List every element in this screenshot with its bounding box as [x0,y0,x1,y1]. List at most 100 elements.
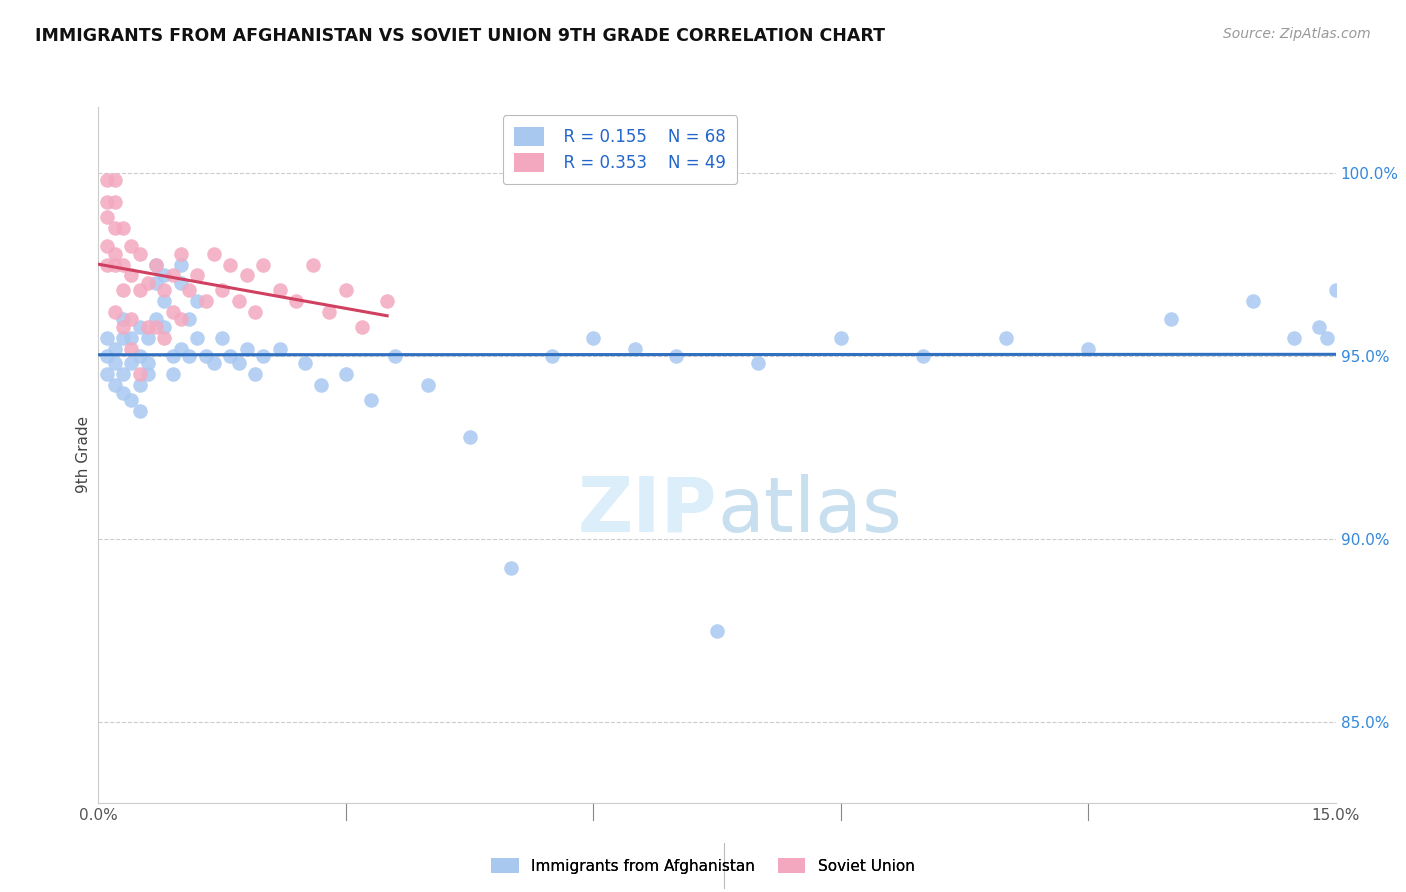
Point [418,378,440,392]
Point [228,356,250,370]
Point [318,305,340,319]
Point [96,210,118,224]
Point [384,349,406,363]
Point [830,331,852,345]
Legend:   R = 0.155    N = 68,   R = 0.353    N = 49: R = 0.155 N = 68, R = 0.353 N = 49 [503,115,737,184]
Point [96,368,118,382]
Point [96,173,118,187]
Point [243,305,266,319]
Point [294,356,316,370]
Point [128,283,150,297]
Point [375,294,398,309]
Point [1308,319,1330,334]
Point [136,356,159,370]
Point [128,404,150,418]
Text: IMMIGRANTS FROM AFGHANISTAN VS SOVIET UNION 9TH GRADE CORRELATION CHART: IMMIGRANTS FROM AFGHANISTAN VS SOVIET UN… [35,27,886,45]
Point [128,349,150,363]
Point [153,268,176,283]
Point [112,220,135,235]
Point [211,331,233,345]
Point [228,294,250,309]
Point [499,561,522,575]
Point [202,246,225,260]
Point [170,246,193,260]
Point [136,368,159,382]
Point [1316,331,1339,345]
Point [104,356,127,370]
Point [179,283,201,297]
Point [219,258,242,272]
Point [153,319,176,334]
Point [706,624,728,638]
Point [153,294,176,309]
Point [120,268,142,283]
Point [541,349,564,363]
Point [96,239,118,253]
Point [128,378,150,392]
Point [96,331,118,345]
Point [285,294,308,309]
Point [112,331,135,345]
Point [269,283,291,297]
Point [186,331,208,345]
Point [145,319,167,334]
Point [104,173,127,187]
Point [112,385,135,400]
Point [170,312,193,326]
Point [219,349,242,363]
Point [360,392,382,407]
Point [120,312,142,326]
Point [269,342,291,356]
Point [458,429,481,443]
Point [252,349,274,363]
Point [179,312,201,326]
Text: Source: ZipAtlas.com: Source: ZipAtlas.com [1223,27,1371,41]
Point [120,356,142,370]
Point [243,368,266,382]
Point [153,283,176,297]
Point [120,392,142,407]
Point [309,378,332,392]
Point [96,195,118,210]
Point [170,276,193,290]
Point [128,368,150,382]
Point [112,283,135,297]
Point [136,319,159,334]
Point [104,220,127,235]
Point [170,258,193,272]
Point [96,258,118,272]
Point [104,305,127,319]
Point [136,331,159,345]
Point [145,312,167,326]
Point [236,342,259,356]
Point [162,368,184,382]
Point [335,283,357,297]
Point [112,319,135,334]
Point [994,331,1017,345]
Point [112,368,135,382]
Point [1324,283,1347,297]
Point [128,319,150,334]
Point [112,312,135,326]
Point [186,294,208,309]
Point [194,349,217,363]
Point [120,342,142,356]
Point [162,349,184,363]
Point [912,349,935,363]
Point [96,349,118,363]
Point [136,276,159,290]
Point [120,239,142,253]
Point [162,268,184,283]
Point [104,378,127,392]
Point [1160,312,1182,326]
Point [104,342,127,356]
Point [104,258,127,272]
Point [202,356,225,370]
Text: ZIP: ZIP [578,474,717,548]
Legend: Immigrants from Afghanistan, Soviet Union: Immigrants from Afghanistan, Soviet Unio… [485,852,921,880]
Point [153,331,176,345]
Y-axis label: 9th Grade: 9th Grade [76,417,91,493]
Point [211,283,233,297]
Point [104,195,127,210]
Point [747,356,769,370]
